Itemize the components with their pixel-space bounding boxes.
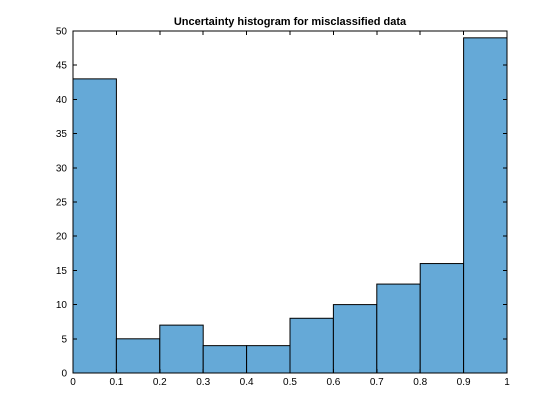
histogram-bar — [332, 304, 378, 374]
y-tick-label: 0 — [61, 369, 67, 380]
y-tick-label: 45 — [56, 61, 68, 72]
histogram-bar — [376, 283, 421, 374]
y-tick-group: 0 5 10 15 20 25 30 35 40 45 50 — [56, 27, 507, 380]
x-tick-label: 0.7 — [370, 377, 384, 388]
histogram-bar — [202, 345, 248, 374]
x-tick-label: 0 — [70, 377, 76, 388]
x-tick-label: 0.1 — [109, 377, 123, 388]
histogram-bar — [463, 37, 508, 374]
x-tick-label: 0.2 — [153, 377, 167, 388]
x-tick-label: 0.9 — [457, 377, 471, 388]
y-tick-label: 15 — [56, 266, 68, 277]
x-tick-group: 0 0.1 0.2 0.3 0.4 0.5 0.6 0.7 0.8 0.9 1 — [70, 31, 510, 388]
x-tick-label: 0.5 — [283, 377, 297, 388]
x-tick-label: 0.8 — [413, 377, 427, 388]
y-tick-label: 50 — [56, 27, 68, 38]
histogram-bar — [289, 317, 334, 374]
x-tick-label: 0.6 — [326, 377, 340, 388]
y-tick-label: 25 — [56, 198, 68, 209]
x-tick-label: 1 — [504, 377, 510, 388]
x-tick-label: 0.4 — [240, 377, 254, 388]
y-tick-label: 30 — [56, 163, 68, 174]
histogram-bar — [419, 263, 465, 374]
y-tick-label: 5 — [61, 334, 67, 345]
histogram-bar — [115, 338, 161, 374]
histogram-bar — [159, 324, 204, 374]
y-tick-label: 40 — [56, 95, 68, 106]
bars-group — [72, 37, 508, 374]
y-tick-label: 35 — [56, 129, 68, 140]
histogram-bar — [246, 345, 291, 374]
y-tick-label: 20 — [56, 232, 68, 243]
y-tick-label: 10 — [56, 300, 68, 311]
histogram-bar — [72, 78, 117, 374]
chart-title: Uncertainty histogram for misclassified … — [174, 16, 407, 28]
x-tick-label: 0.3 — [196, 377, 210, 388]
